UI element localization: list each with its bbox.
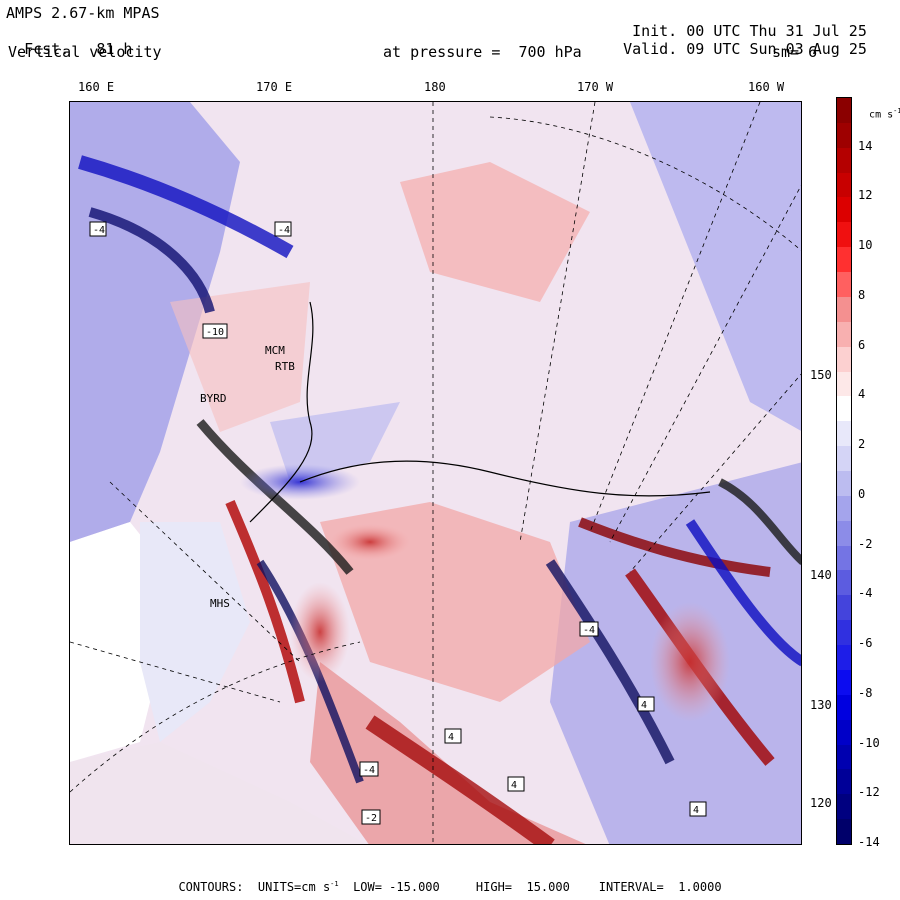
colorbar-segment: [837, 520, 851, 547]
contours-label: CONTOURS:: [178, 880, 244, 894]
coastline: [249, 301, 711, 523]
colorbar-segment: [837, 396, 851, 422]
colorbar-tick-label: 2: [858, 437, 866, 452]
station-label: RTB: [275, 360, 295, 373]
colorbar-segment: [837, 645, 851, 671]
svg-text:4: 4: [641, 700, 647, 711]
field-title: Vertical velocity: [8, 43, 162, 61]
colorbar-segment: [837, 247, 851, 273]
colorbar-segment: [837, 197, 851, 223]
init-time: 00 UTC Thu 31 Jul 25: [686, 22, 867, 40]
colorbar-units-text: cm s: [869, 109, 894, 121]
svg-text:-4: -4: [363, 765, 375, 776]
units-label: UNITS=cm s: [257, 880, 331, 894]
svg-text:-4: -4: [583, 625, 595, 636]
svg-text:-4: -4: [93, 225, 105, 236]
colorbar-segment: [837, 321, 851, 348]
smoothing-text: sm= 6: [772, 43, 818, 61]
svg-text:4: 4: [693, 805, 699, 816]
colorbar-tick-label: 0: [858, 486, 866, 501]
svg-text:4: 4: [511, 780, 517, 791]
colorbar-segment: [837, 769, 851, 795]
forecast-label: Fcst.: [24, 40, 70, 58]
positive-region: [170, 282, 310, 432]
colorbar-segment: [837, 446, 851, 472]
colorbar-tick-label: 12: [858, 188, 873, 203]
colorbar-tick-label: -4: [858, 586, 873, 601]
colorbar-units: cm s-1: [857, 96, 900, 120]
colorbar-segment: [837, 346, 851, 373]
colorbar-segment: [837, 819, 851, 845]
graticule: [70, 102, 801, 844]
vertical-velocity-map: BYRD MCM RTB MHS -4 -4 -10 -4 -4 -2 4 4 …: [69, 101, 802, 845]
init-label: Init.: [632, 22, 678, 40]
colorbar-segment: [837, 272, 851, 298]
svg-text:4: 4: [448, 732, 454, 743]
colorbar-tick-label: -2: [858, 536, 873, 551]
colorbar-tick-label: -8: [858, 685, 873, 700]
top-axis-label: 170 E: [256, 80, 293, 94]
colorbar-segment: [837, 371, 851, 397]
colorbar-segment: [837, 122, 851, 149]
colorbar-segment: [837, 794, 851, 820]
colorbar-segment: [837, 719, 851, 746]
colorbar-segment: [837, 570, 851, 596]
colorbar-tick-label: 6: [858, 337, 866, 352]
colorbar-tick-label: -14: [858, 835, 880, 849]
colorbar-segment: [837, 222, 851, 248]
forecast-hours: 81 h: [96, 40, 133, 58]
interval-value: INTERVAL= 1.0000: [598, 880, 722, 894]
colorbar-segment: [837, 147, 851, 174]
low-value: LOW= -15.000: [353, 880, 440, 894]
footer-contours: CONTOURS: UNITS=cm s-1 LOW= -15.000 HIGH…: [0, 880, 900, 894]
colorbar-segment: [837, 545, 851, 571]
colorbar-segment: [837, 620, 851, 646]
init-line: Init. 00 UTC Thu 31 Jul 25: [614, 4, 867, 40]
valid-label: Valid.: [623, 40, 678, 58]
svg-text:-2: -2: [365, 813, 377, 824]
colorbar-tick-label: 14: [858, 138, 873, 153]
svg-text:-4: -4: [278, 225, 290, 236]
colorbar-tick-label: -12: [858, 785, 880, 800]
colorbar-segment: [837, 595, 851, 621]
colorbar-segment: [837, 98, 851, 124]
colorbar-segment: [837, 296, 851, 323]
colorbar-segment: [837, 694, 851, 721]
positive-region: [400, 162, 590, 302]
colorbar-segment: [837, 495, 851, 522]
top-axis-label: 170 W: [577, 80, 614, 94]
colorbar-segment: [837, 172, 851, 198]
colorbar-segment: [837, 744, 851, 770]
forecast-line: Fcst. 81 h: [6, 22, 132, 58]
top-axis-label: 160 E: [78, 80, 115, 94]
weak-field-region: [70, 742, 367, 844]
map-canvas: BYRD MCM RTB MHS -4 -4 -10 -4 -4 -2 4 4 …: [70, 102, 801, 844]
colorbar: [836, 97, 852, 845]
level-text: at pressure = 700 hPa: [383, 43, 582, 61]
colorbar-tick-label: 8: [858, 287, 866, 302]
valid-line: Valid. 09 UTC Sun 03 Aug 25: [605, 22, 867, 58]
station-label: MHS: [210, 597, 230, 610]
negative-region: [630, 102, 801, 431]
station-label: MCM: [265, 344, 285, 357]
colorbar-segment: [837, 669, 851, 696]
svg-text:-10: -10: [206, 327, 224, 338]
top-axis-label: 180: [424, 80, 446, 94]
high-value: HIGH= 15.000: [475, 880, 570, 894]
model-title: AMPS 2.67-km MPAS: [6, 4, 160, 22]
top-axis-label: 160 W: [748, 80, 785, 94]
colorbar-segment: [837, 421, 851, 447]
units-exp: -1: [330, 880, 339, 888]
valid-time: 09 UTC Sun 03 Aug 25: [686, 40, 867, 58]
contour-label-boxes: -4 -4 -10 -4 -4 -2 4 4 4 4: [89, 221, 707, 825]
colorbar-segment: [837, 471, 851, 497]
station-label: BYRD: [200, 392, 227, 405]
colorbar-tick-label: 10: [858, 238, 873, 253]
colorbar-tick-label: 4: [858, 387, 866, 402]
positive-region: [310, 662, 586, 844]
weak-field-region: [140, 522, 250, 742]
colorbar-tick-label: -6: [858, 636, 873, 651]
colorbar-tick-label: -10: [858, 735, 880, 750]
colorbar-units-exp: -1: [893, 107, 900, 115]
